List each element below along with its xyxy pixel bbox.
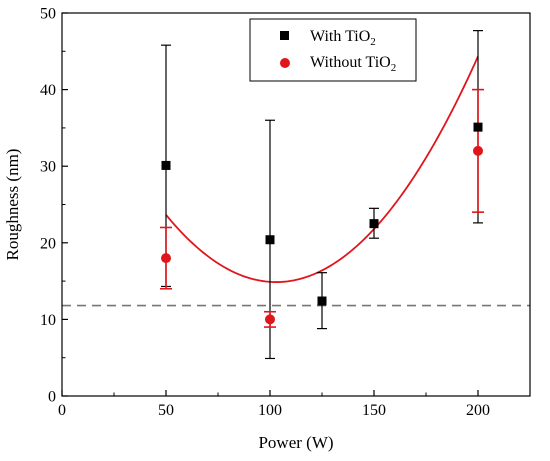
tick-labels-layer: 0 50 100 150 200 0 10 20 30 40 50 — [40, 6, 490, 420]
data-point-with-tio2 — [473, 122, 483, 132]
legend-marker-without-tio2 — [280, 58, 290, 68]
plot-frame — [61, 12, 531, 397]
x-tick-label: 200 — [466, 402, 490, 419]
data-point-with-tio2 — [161, 160, 171, 170]
legend: With TiO2 Without TiO2 — [249, 18, 417, 82]
data-point-without-tio2 — [473, 145, 483, 156]
y-tick-label: 50 — [40, 6, 56, 23]
y-axis-label: Roughness (nm) — [3, 149, 22, 261]
y-tick-label: 30 — [40, 159, 56, 176]
x-tick-label: 100 — [258, 402, 282, 419]
fit-curve-layer — [165, 56, 479, 283]
data-point-with-tio2 — [317, 296, 327, 306]
legend-label-with-tio2: With TiO2 — [310, 28, 376, 48]
legend-marker-with-tio2 — [280, 31, 289, 40]
data-point-with-tio2 — [369, 219, 379, 229]
x-axis-label: Power (W) — [258, 433, 333, 452]
x-tick-label: 50 — [158, 402, 174, 419]
fit-curve — [165, 56, 479, 283]
x-tick-label: 0 — [58, 402, 66, 419]
data-point-without-tio2 — [161, 253, 171, 264]
y-tick-label: 0 — [48, 389, 56, 406]
y-tick-label: 20 — [40, 235, 56, 252]
legend-box — [249, 18, 417, 82]
data-point-without-tio2 — [265, 314, 275, 325]
y-tick-label: 40 — [40, 82, 56, 99]
data-point-with-tio2 — [265, 235, 275, 245]
data-points-layer — [161, 122, 483, 325]
y-tick-label: 10 — [40, 312, 56, 329]
legend-label-without-tio2: Without TiO2 — [310, 54, 396, 74]
x-tick-label: 150 — [362, 402, 386, 419]
